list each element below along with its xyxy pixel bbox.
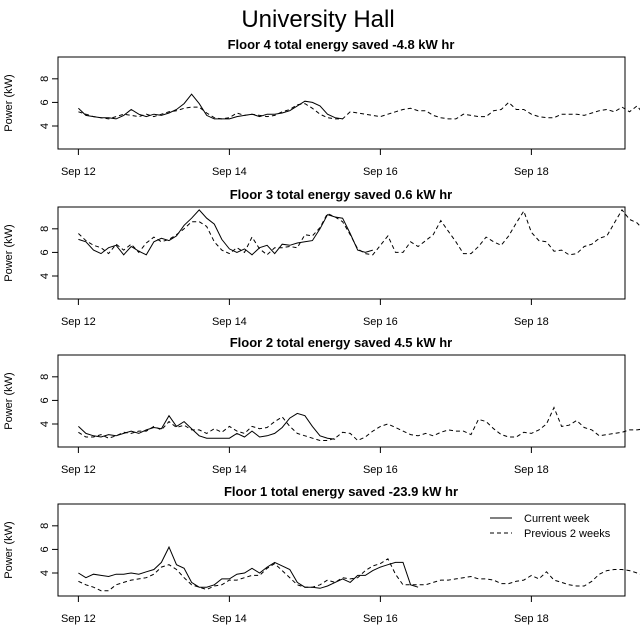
x-tick-label: Sep 18: [514, 613, 549, 625]
panel-title: Floor 3 total energy saved 0.6 kW hr: [230, 187, 453, 202]
x-tick-label: Sep 12: [61, 316, 96, 328]
series-current-week: [78, 93, 343, 120]
y-tick-label: 6: [39, 546, 51, 552]
x-tick-label: Sep 16: [363, 316, 398, 328]
legend: Current week Previous 2 weeks: [490, 513, 611, 540]
series-previous-2-weeks: [78, 558, 640, 592]
panel-floor-3: Floor 3 total energy saved 0.6 kW hr 4 6 8 P…: [3, 187, 640, 328]
y-tick-label: 4: [39, 570, 51, 576]
plot-frame: [57, 206, 626, 300]
x-tick-label: Sep 18: [514, 166, 549, 178]
plot-frame: [57, 503, 626, 597]
panel-title: Floor 2 total energy saved 4.5 kW hr: [230, 335, 453, 350]
x-tick-label: Sep 12: [61, 464, 96, 476]
legend-label: Previous 2 weeks: [524, 528, 611, 540]
y-tick-label: 8: [39, 226, 51, 232]
panel-floor-1: Floor 1 total energy saved -23.9 kW hr 4 6…: [3, 484, 640, 625]
x-tick-label: Sep 16: [363, 166, 398, 178]
y-tick-label: 6: [39, 99, 51, 105]
panel-floor-2: Floor 2 total energy saved 4.5 kW hr 4 6 8 P…: [3, 335, 640, 476]
series-current-week: [78, 412, 336, 440]
y-tick-label: 8: [39, 76, 51, 82]
y-axis-label: Power (kW): [3, 521, 15, 578]
x-tick-label: Sep 16: [363, 464, 398, 476]
panel-title: Floor 1 total energy saved -23.9 kW hr: [224, 484, 458, 499]
x-tick-label: Sep 14: [212, 166, 247, 178]
plot-frame: [57, 56, 626, 150]
legend-label: Current week: [524, 513, 590, 525]
x-tick-label: Sep 14: [212, 464, 247, 476]
y-tick-label: 4: [39, 421, 51, 427]
x-tick-label: Sep 14: [212, 613, 247, 625]
series-previous-2-weeks: [78, 406, 640, 442]
x-tick-label: Sep 14: [212, 316, 247, 328]
x-tick-label: Sep 12: [61, 166, 96, 178]
x-tick-label: Sep 18: [514, 316, 549, 328]
series-current-week: [78, 209, 373, 256]
x-tick-label: Sep 12: [61, 613, 96, 625]
y-axis-label: Power (kW): [3, 224, 15, 281]
y-tick-label: 4: [39, 273, 51, 279]
plot-frame: [57, 354, 626, 448]
x-tick-label: Sep 16: [363, 613, 398, 625]
y-tick-label: 6: [39, 249, 51, 255]
panel-floor-4: Floor 4 total energy saved -4.8 kW hr 4 6 8…: [3, 37, 640, 178]
y-axis-label: Power (kW): [3, 372, 15, 429]
series-current-week: [78, 545, 419, 589]
y-axis-label: Power (kW): [3, 74, 15, 131]
y-tick-label: 6: [39, 397, 51, 403]
main-title: University Hall: [241, 6, 394, 33]
y-tick-label: 4: [39, 123, 51, 129]
x-tick-label: Sep 18: [514, 464, 549, 476]
y-tick-label: 8: [39, 374, 51, 380]
y-tick-label: 8: [39, 523, 51, 529]
panel-title: Floor 4 total energy saved -4.8 kW hr: [228, 37, 455, 52]
series-previous-2-weeks: [78, 101, 640, 120]
series-previous-2-weeks: [78, 209, 640, 256]
